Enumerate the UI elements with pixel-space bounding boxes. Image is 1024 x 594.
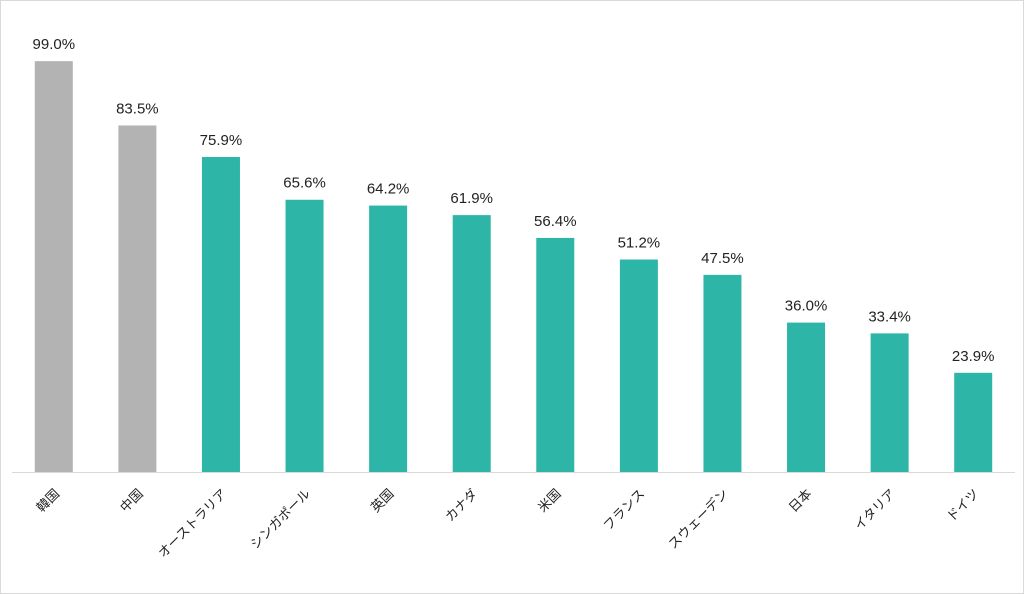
- bar: [703, 274, 742, 472]
- bar: [452, 215, 491, 473]
- value-label: 56.4%: [534, 213, 577, 230]
- value-label: 36.0%: [785, 298, 828, 315]
- value-label: 51.2%: [618, 234, 661, 251]
- value-label: 65.6%: [283, 175, 326, 192]
- value-label: 23.9%: [952, 348, 995, 365]
- bar: [870, 333, 909, 472]
- value-label: 99.0%: [33, 36, 76, 53]
- bar: [954, 372, 993, 472]
- bar: [34, 61, 73, 473]
- bar: [369, 205, 408, 472]
- bar: [536, 237, 575, 472]
- value-label: 64.2%: [367, 181, 410, 198]
- value-label: 33.4%: [868, 308, 911, 325]
- value-label: 47.5%: [701, 250, 744, 267]
- bar: [201, 157, 240, 472]
- value-label: 61.9%: [450, 190, 493, 207]
- value-label: 83.5%: [116, 100, 159, 117]
- value-label: 75.9%: [200, 132, 243, 149]
- bar: [285, 199, 324, 472]
- bar: [118, 125, 157, 472]
- bar: [619, 259, 658, 472]
- bar: [787, 322, 826, 472]
